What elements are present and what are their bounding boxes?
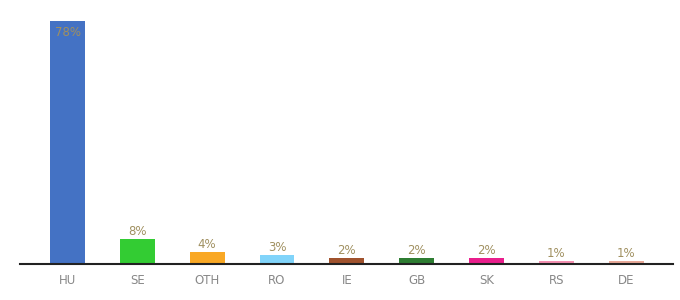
Bar [539, 261, 574, 264]
Text: 3%: 3% [268, 241, 286, 254]
Bar [50, 21, 85, 264]
Text: 8%: 8% [128, 225, 147, 238]
Text: 1%: 1% [547, 247, 566, 260]
Bar [609, 261, 643, 264]
Bar [469, 258, 504, 264]
Text: 78%: 78% [54, 26, 80, 39]
Text: 2%: 2% [337, 244, 356, 257]
Bar [190, 252, 224, 264]
Text: 2%: 2% [477, 244, 496, 257]
Bar [329, 258, 364, 264]
Text: 1%: 1% [617, 247, 635, 260]
Bar [399, 258, 434, 264]
Text: 2%: 2% [407, 244, 426, 257]
Bar [260, 255, 294, 264]
Bar [120, 239, 155, 264]
Text: 4%: 4% [198, 238, 216, 250]
